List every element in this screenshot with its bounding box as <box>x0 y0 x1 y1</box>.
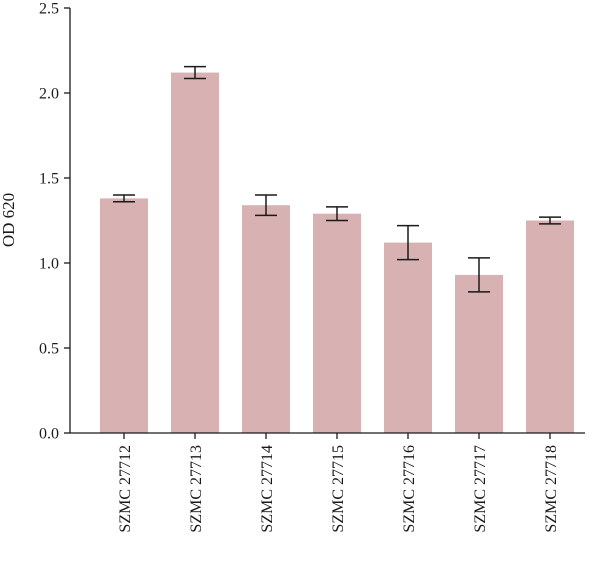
x-tick-label: SZMC 27716 <box>401 445 418 533</box>
y-tick-label: 1.0 <box>39 256 59 273</box>
bar-3 <box>242 205 290 433</box>
y-tick-label: 2.5 <box>39 1 59 18</box>
bar-7 <box>526 220 574 433</box>
error-bar-4 <box>326 206 348 222</box>
bar-2 <box>171 72 219 433</box>
y-tick-label: 0.5 <box>39 341 59 358</box>
x-tick-label: SZMC 27714 <box>259 445 276 533</box>
bar-5 <box>384 242 432 433</box>
error-bar-7 <box>539 216 561 225</box>
y-axis: 0.0 0.5 1.0 1.5 2.0 2.5 <box>39 1 71 443</box>
error-bars-group <box>113 65 561 293</box>
y-tick-label: 0.0 <box>39 426 59 443</box>
x-tick-label: SZMC 27718 <box>543 445 560 533</box>
error-bar-5 <box>397 224 419 261</box>
bar-6 <box>455 274 503 433</box>
bar-1 <box>100 198 148 433</box>
error-bar-2 <box>184 65 206 80</box>
x-tick-label: SZMC 27715 <box>330 445 347 533</box>
error-bar-3 <box>255 194 277 217</box>
bar-4 <box>313 213 361 433</box>
x-axis: SZMC 27712 SZMC 27713 SZMC 27714 SZMC 27715… <box>70 432 585 533</box>
error-bar-1 <box>113 194 135 203</box>
x-tick-label: SZMC 27713 <box>188 445 205 533</box>
y-tick-label: 1.5 <box>39 171 59 188</box>
y-tick-label: 2.0 <box>39 86 59 103</box>
error-bar-6 <box>468 257 490 293</box>
bars-group <box>100 72 574 433</box>
y-axis-title: OD 620 <box>0 193 18 247</box>
x-tick-label: SZMC 27717 <box>472 445 489 533</box>
x-tick-label: SZMC 27712 <box>117 445 134 533</box>
